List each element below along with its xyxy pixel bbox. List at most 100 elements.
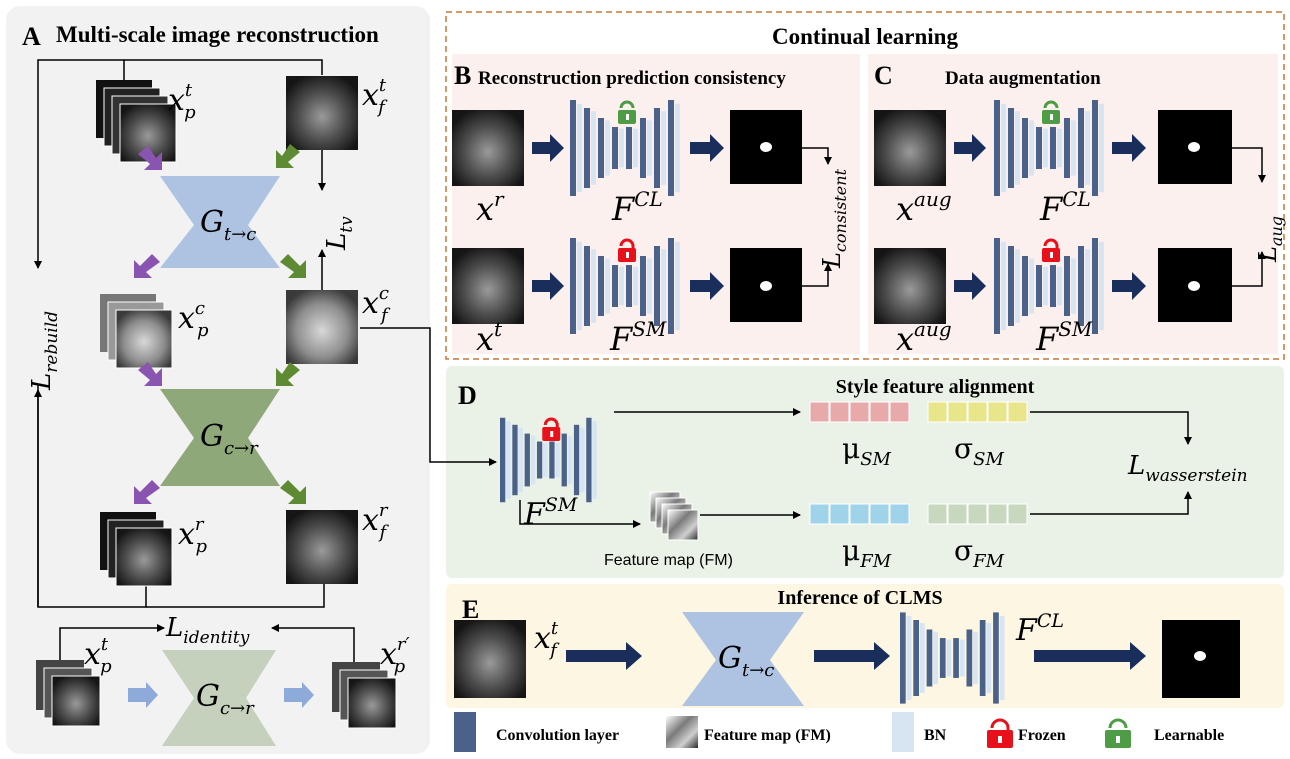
vector-cell (829, 401, 850, 423)
bn-layer (946, 639, 952, 677)
bn-layer (1001, 103, 1006, 193)
panel-b-letter: B (454, 61, 471, 90)
bn-layer (633, 266, 638, 306)
learnable-lock-icon (1042, 100, 1060, 124)
bn-layer (959, 639, 965, 677)
bn-layer (1029, 258, 1034, 314)
b-consistency-line-bottom (802, 263, 832, 287)
e-arrow-1 (566, 642, 642, 670)
b-xt-image (452, 248, 524, 324)
b-arrow-4 (690, 272, 724, 300)
vector-cell (987, 401, 1008, 423)
conv-layer (654, 246, 660, 326)
bn-layer (1015, 111, 1020, 185)
e-arrow-2 (814, 642, 890, 670)
conv-layer (953, 638, 959, 678)
vector-cell (889, 503, 910, 525)
sigma-fm-vector (927, 503, 1028, 525)
conv-layer (524, 433, 530, 487)
bn-layer (999, 616, 1005, 700)
e-xft-image (454, 620, 526, 698)
panel-e-title: Inference of CLMS (777, 587, 942, 609)
e-generator-label: Gt→c (718, 641, 774, 681)
b-fsm-label: FSM (609, 317, 667, 358)
c-fcl-label: FCL (1039, 187, 1091, 228)
b-unet-1[interactable] (570, 100, 680, 196)
xft-label: xt f (362, 75, 388, 118)
conv-layer (1022, 256, 1028, 316)
legend-frozen-label: Frozen (1018, 727, 1066, 744)
mu-fm-label: μFM (842, 534, 892, 572)
xfr-label: xr f (362, 500, 390, 543)
conv-layer (1050, 127, 1056, 169)
c-fsm-label: FSM (1035, 317, 1093, 358)
bn-layer (675, 103, 680, 193)
bn-layer (1043, 266, 1048, 306)
generator-cr2-label: Gc→r (196, 679, 255, 719)
bn-layer (577, 103, 582, 193)
bn-layer (591, 111, 596, 185)
fsc-to-d-line (360, 327, 497, 466)
rebuild-top-line (34, 59, 125, 269)
conv-layer (994, 100, 1000, 196)
purple-arrows (134, 146, 162, 504)
bn-layer (647, 258, 652, 314)
bn-layer (1099, 103, 1104, 193)
generator-cr-shape (160, 389, 280, 486)
xpr-stack (100, 512, 173, 587)
bn-layer (1099, 241, 1104, 331)
b-arrow-2 (690, 134, 724, 162)
b-unet-2[interactable] (570, 238, 680, 334)
c-unet-2[interactable] (994, 238, 1104, 334)
sigma-fm-label: σFM (954, 534, 1005, 572)
conv-layer (573, 424, 580, 496)
sigma-sm-vector (927, 401, 1028, 423)
conv-layer (1064, 118, 1070, 178)
b-arrow-1 (532, 134, 564, 162)
c-unet-1[interactable] (994, 100, 1104, 196)
e-unet[interactable] (900, 612, 1005, 704)
panel-e-letter: E (462, 595, 479, 624)
conv-layer (500, 417, 506, 503)
b-mask-1-blob (760, 142, 772, 152)
c-xaug-image-1 (874, 110, 946, 186)
vector-cell (927, 503, 948, 525)
loss-rebuild-label: Lrebuild (27, 311, 62, 391)
vector-cell (809, 401, 830, 423)
panel-b-title: Reconstruction prediction consistency (478, 68, 786, 89)
conv-layer (586, 417, 592, 503)
bn-layer (1085, 249, 1090, 323)
bn-layer (605, 120, 610, 176)
legend-fm-swatch (666, 716, 698, 748)
bn-layer (647, 120, 652, 176)
frozen-lock-icon (618, 238, 636, 262)
bn-layer (986, 623, 992, 693)
legend-learnable-label: Learnable (1154, 727, 1224, 744)
c-xaug-image-2 (874, 248, 946, 324)
legend-conv-swatch (454, 712, 476, 752)
vector-cell (849, 503, 870, 525)
vector-cell (869, 401, 890, 423)
light-arrow-2 (284, 682, 314, 708)
conv-layer (584, 246, 590, 326)
feature-map-stack (649, 491, 699, 541)
conv-layer (1064, 256, 1070, 316)
continual-learning-group: Continual learning B Reconstruction pred… (445, 11, 1286, 360)
vector-cell (947, 503, 968, 525)
c-xaug-label-1: xaug (896, 187, 952, 228)
b-xt-label: xt (476, 317, 503, 358)
bn-layer (919, 623, 925, 693)
green-arrows (276, 144, 306, 504)
conv-layer (1050, 265, 1056, 307)
conv-layer (1078, 246, 1084, 326)
vector-cell (1007, 401, 1028, 423)
bn-layer (633, 128, 638, 168)
d-unet[interactable] (500, 417, 597, 503)
e-mask-blob (1194, 651, 1206, 661)
conv-layer (1092, 100, 1098, 196)
panel-a: A Multi-scale image reconstruction Gt→c … (6, 6, 430, 754)
conv-layer (584, 108, 590, 188)
bn-layer (577, 241, 582, 331)
conv-layer (1036, 127, 1042, 169)
bn-layer (567, 435, 573, 485)
